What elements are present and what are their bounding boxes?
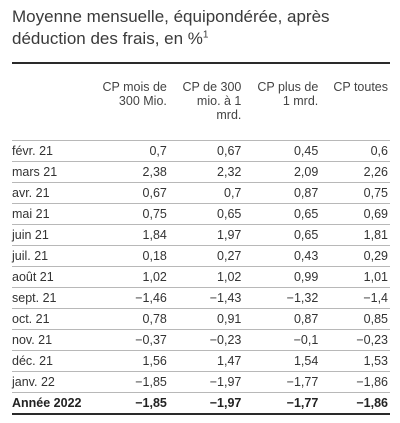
cell-value: −0,23	[320, 329, 390, 351]
total-cell-value: −1,85	[88, 392, 169, 415]
total-cell-value: −1,86	[320, 392, 390, 415]
cell-value: 1,53	[320, 350, 390, 372]
column-header-line: mio. à 1	[196, 94, 242, 108]
cell-value: 0,67	[168, 140, 244, 162]
cell-value: 0,7	[88, 140, 169, 162]
row-label: mai 21	[12, 203, 88, 225]
footnote-marker: 1	[202, 29, 209, 41]
cell-value: 0,91	[168, 308, 244, 330]
cell-value: −0,1	[243, 329, 321, 351]
row-label: déc. 21	[12, 350, 88, 372]
table-row: nov. 21 −0,37 −0,23 −0,1 −0,23	[12, 329, 390, 351]
cell-value: −1,43	[168, 287, 244, 309]
row-label: juin 21	[12, 224, 88, 246]
table-title: Moyenne mensuelle, équipondérée, après d…	[12, 6, 392, 50]
cell-value: 0,65	[243, 224, 321, 246]
cell-value: 1,02	[88, 266, 169, 288]
cell-value: 2,32	[168, 161, 244, 183]
title-line-2: déduction des frais, en %1	[12, 28, 392, 50]
cell-value: 0,7	[168, 182, 244, 204]
cell-value: 1,47	[168, 350, 244, 372]
column-header-large: CP plus de 1 mrd.	[243, 74, 320, 141]
column-header-line: CP mois de	[102, 80, 167, 94]
table-row: juin 21 1,84 1,97 0,65 1,81	[12, 224, 390, 246]
cell-value: 0,65	[168, 203, 244, 225]
cell-value: 0,18	[88, 245, 169, 267]
cell-value: −1,85	[88, 371, 169, 393]
table-row: févr. 21 0,7 0,67 0,45 0,6	[12, 140, 390, 162]
title-line-2-text: déduction des frais, en %	[12, 29, 203, 48]
cell-value: 0,87	[243, 308, 321, 330]
cell-value: 0,29	[320, 245, 390, 267]
column-header-line: mrd.	[216, 108, 242, 122]
cell-value: −1,32	[243, 287, 321, 309]
cell-value: 1,97	[168, 224, 244, 246]
cell-value: 0,27	[168, 245, 244, 267]
cell-value: 0,85	[320, 308, 390, 330]
title-line-1: Moyenne mensuelle, équipondérée, après	[12, 7, 330, 26]
cell-value: 0,65	[243, 203, 321, 225]
cell-value: 0,45	[243, 140, 321, 162]
returns-table: CP mois de 300 Mio. CP de 300 mio. à 1 m…	[12, 62, 390, 415]
row-label: janv. 22	[12, 371, 88, 393]
cell-value: 0,99	[243, 266, 321, 288]
cell-value: 2,26	[320, 161, 390, 183]
cell-value: 1,02	[168, 266, 244, 288]
cell-value: −0,37	[88, 329, 169, 351]
column-header-medium: CP de 300 mio. à 1 mrd.	[169, 74, 244, 141]
row-label: sept. 21	[12, 287, 88, 309]
cell-value: −1,46	[88, 287, 169, 309]
table-row: oct. 21 0,78 0,91 0,87 0,85	[12, 308, 390, 330]
cell-value: 0,67	[88, 182, 169, 204]
total-row: Année 2022 −1,85 −1,97 −1,77 −1,86	[12, 392, 390, 415]
table-row: mai 21 0,75 0,65 0,65 0,69	[12, 203, 390, 225]
cell-value: −1,86	[320, 371, 390, 393]
row-label: mars 21	[12, 161, 88, 183]
top-rule	[12, 62, 390, 74]
column-header-line: CP plus de	[257, 80, 319, 94]
stub-header	[12, 74, 88, 141]
cell-value: 1,54	[243, 350, 321, 372]
column-header-line: 300 Mio.	[118, 94, 167, 108]
cell-value: 1,01	[320, 266, 390, 288]
table-row: août 21 1,02 1,02 0,99 1,01	[12, 266, 390, 288]
total-cell-value: −1,97	[168, 392, 244, 415]
cell-value: 1,84	[88, 224, 169, 246]
row-label: juil. 21	[12, 245, 88, 267]
table-row: mars 21 2,38 2,32 2,09 2,26	[12, 161, 390, 183]
cell-value: 0,6	[320, 140, 390, 162]
cell-value: −1,97	[168, 371, 244, 393]
total-cell-value: −1,77	[243, 392, 321, 415]
row-label: août 21	[12, 266, 88, 288]
total-row-label: Année 2022	[12, 392, 88, 415]
cell-value: 0,78	[88, 308, 169, 330]
cell-value: 1,81	[320, 224, 390, 246]
cell-value: 0,69	[320, 203, 390, 225]
cell-value: −0,23	[168, 329, 244, 351]
row-label: avr. 21	[12, 182, 88, 204]
table-row: déc. 21 1,56 1,47 1,54 1,53	[12, 350, 390, 372]
row-label: oct. 21	[12, 308, 88, 330]
cell-value: 0,87	[243, 182, 321, 204]
column-header-line: 1 mrd.	[282, 94, 319, 108]
table-row: sept. 21 −1,46 −1,43 −1,32 −1,4	[12, 287, 390, 309]
table-row: juil. 21 0,18 0,27 0,43 0,29	[12, 245, 390, 267]
row-label: févr. 21	[12, 140, 88, 162]
row-label: nov. 21	[12, 329, 88, 351]
cell-value: 0,43	[243, 245, 321, 267]
column-header-small: CP mois de 300 Mio.	[88, 74, 169, 141]
cell-value: 2,38	[88, 161, 169, 183]
column-header-all: CP toutes	[320, 74, 390, 141]
column-header-line: CP de 300	[182, 80, 242, 94]
header-row: CP mois de 300 Mio. CP de 300 mio. à 1 m…	[12, 74, 390, 141]
cell-value: −1,77	[243, 371, 321, 393]
cell-value: 2,09	[243, 161, 321, 183]
table-row: avr. 21 0,67 0,7 0,87 0,75	[12, 182, 390, 204]
table-row: janv. 22 −1,85 −1,97 −1,77 −1,86	[12, 371, 390, 393]
column-header-line: CP toutes	[333, 80, 388, 94]
cell-value: 1,56	[88, 350, 169, 372]
cell-value: 0,75	[88, 203, 169, 225]
cell-value: −1,4	[320, 287, 390, 309]
cell-value: 0,75	[320, 182, 390, 204]
